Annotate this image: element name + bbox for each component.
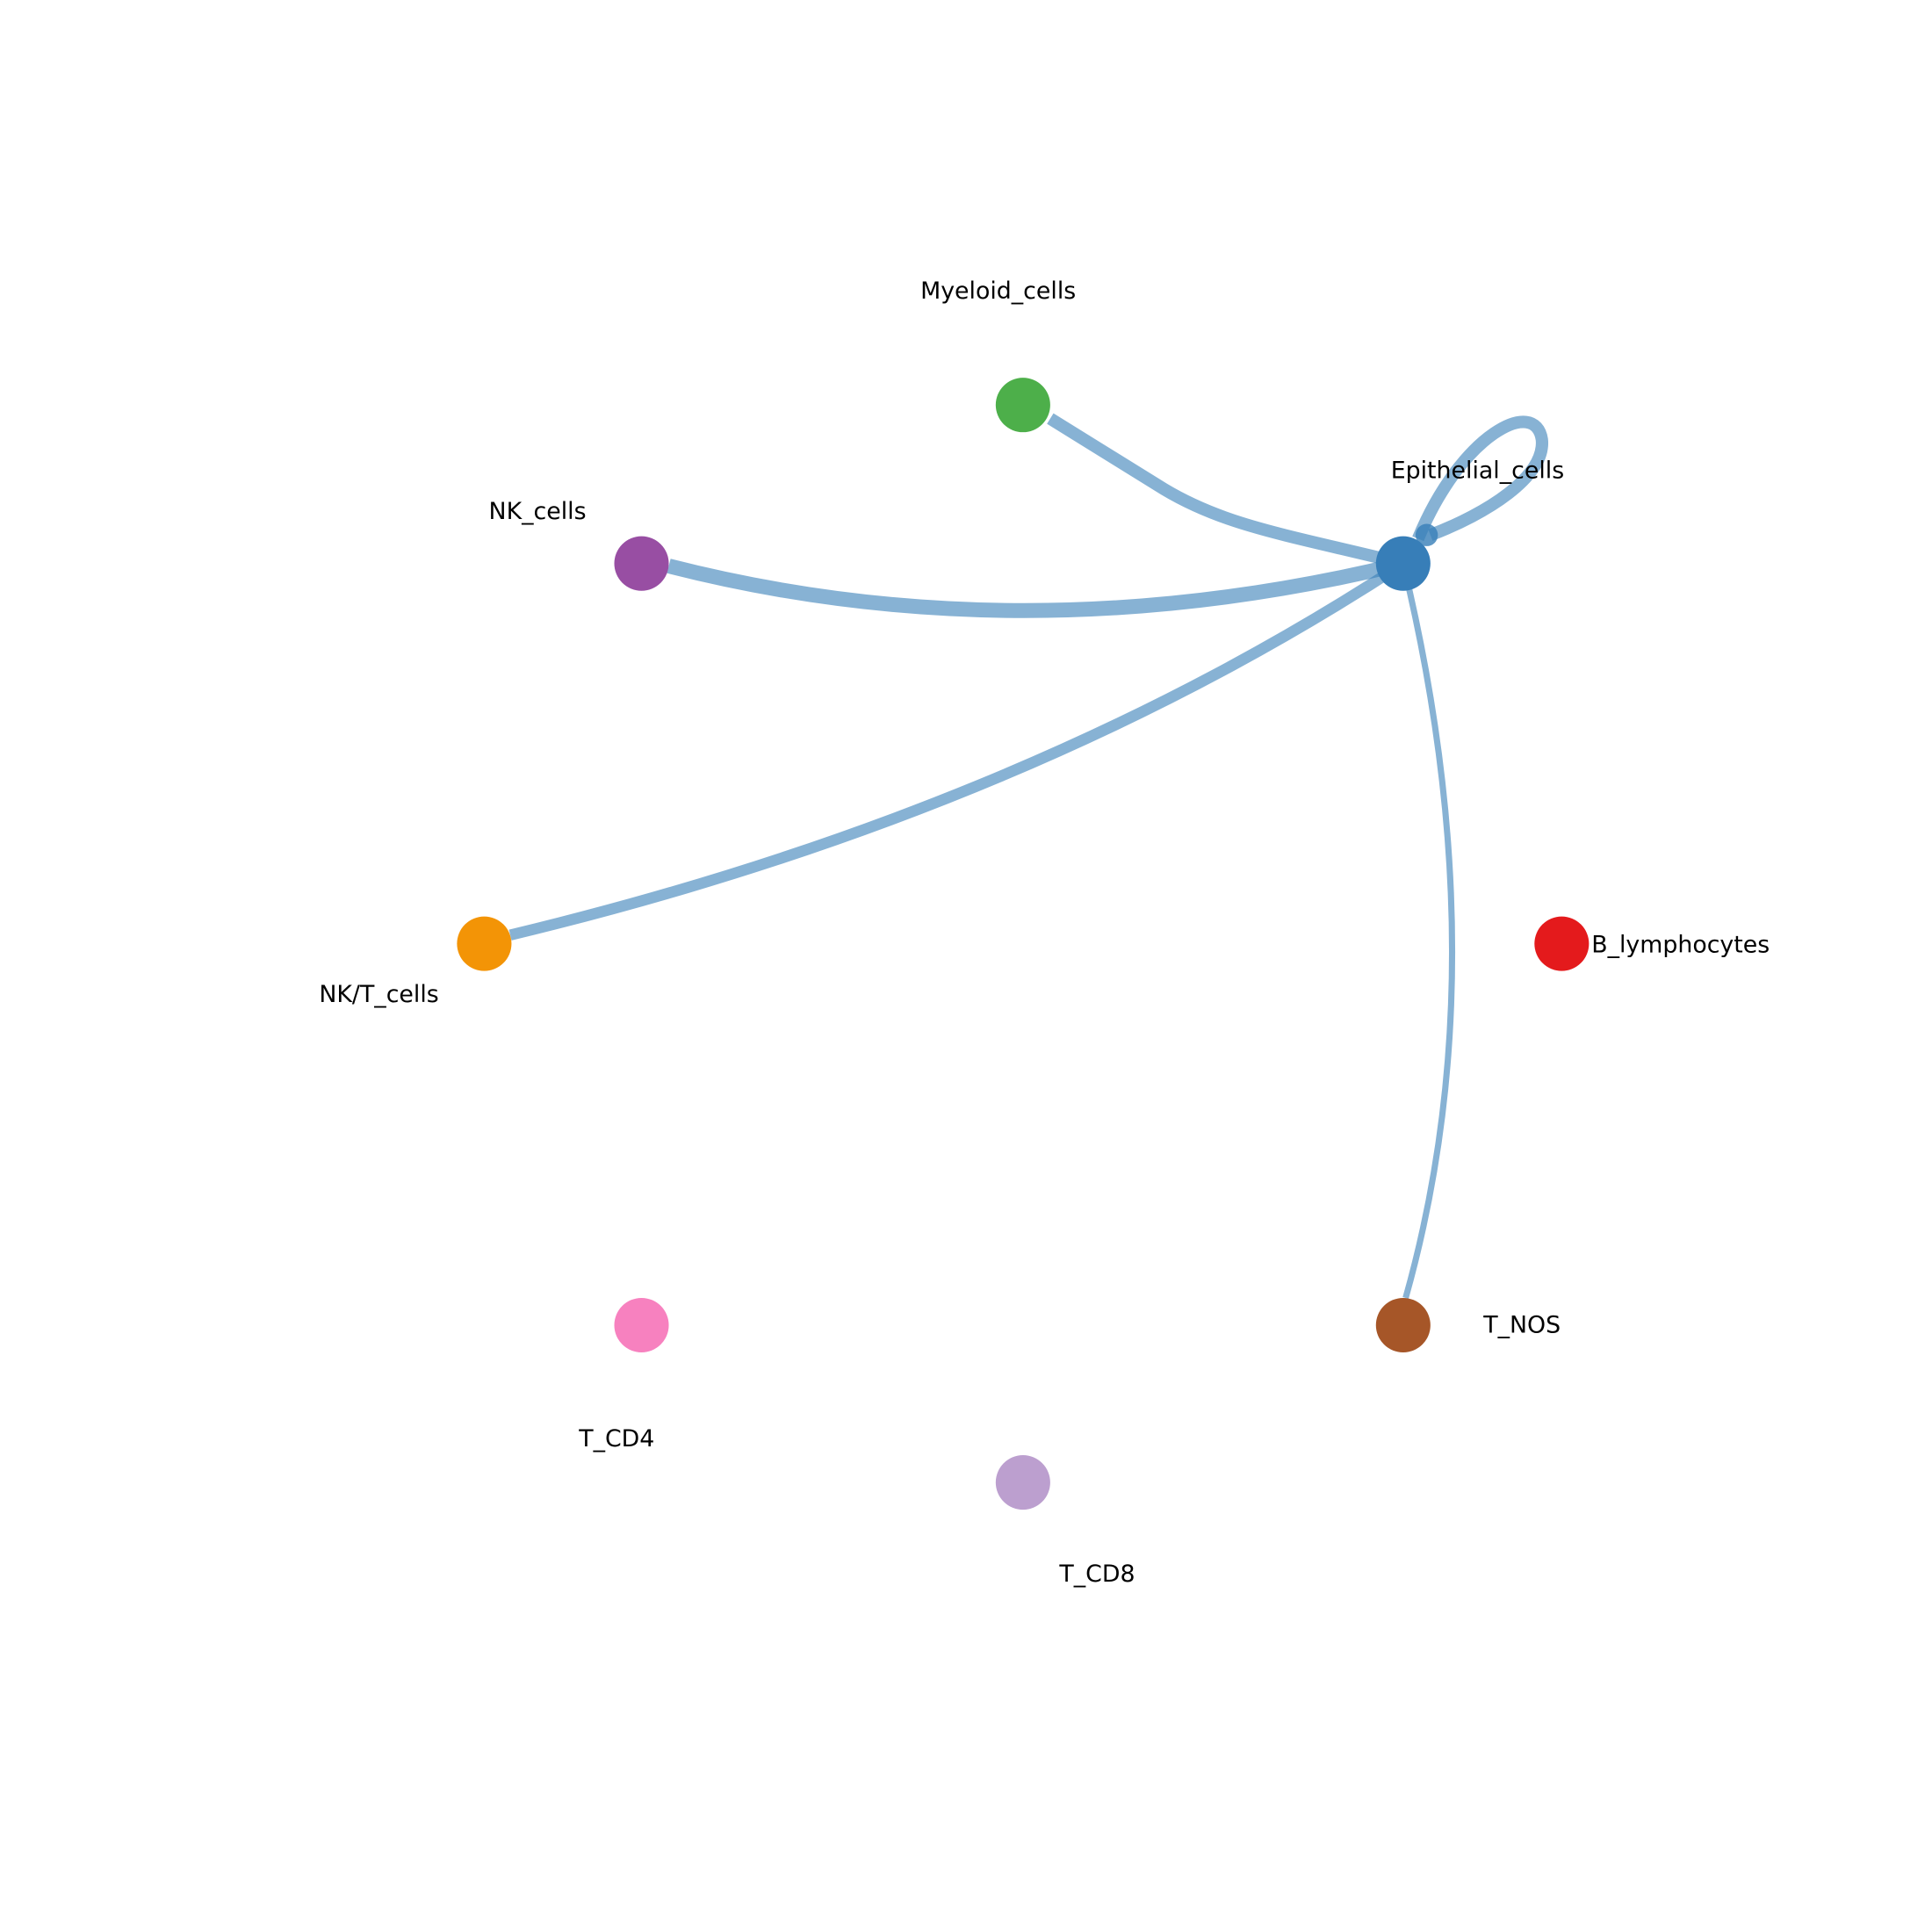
edge-epithelial-cells-to-myeloid-cells bbox=[1047, 413, 1405, 570]
node-t-nos bbox=[1375, 1297, 1431, 1352]
node-label: Epithelial_cells bbox=[1391, 457, 1564, 484]
edge-epithelial-cells-to-t-nos bbox=[1400, 562, 1456, 1299]
edge-epithelial-cells-to-epithelial-cells bbox=[1412, 415, 1548, 542]
node-t-cd4 bbox=[614, 1297, 669, 1352]
node-nk-t-cells bbox=[457, 916, 512, 971]
node-label: T_NOS bbox=[1482, 1311, 1561, 1338]
node-nk-cells bbox=[614, 536, 669, 591]
node-epithelial-cells bbox=[1375, 536, 1431, 591]
node-label: T_CD8 bbox=[1058, 1561, 1135, 1588]
edge-epithelial-cells-to-nk-cells bbox=[667, 556, 1405, 618]
node-label: B_lymphocytes bbox=[1591, 931, 1770, 958]
edge-epithelial-cells-to-nk-t-cells bbox=[508, 559, 1407, 941]
node-myeloid-cells bbox=[995, 378, 1050, 433]
node-label: T_CD4 bbox=[578, 1425, 654, 1453]
node-t-cd8 bbox=[995, 1455, 1050, 1510]
node-b-lymphocytes bbox=[1534, 916, 1590, 971]
node-label: NK/T_cells bbox=[319, 981, 438, 1008]
node-label: Myeloid_cells bbox=[920, 278, 1076, 305]
self-loop-arrowhead bbox=[1415, 523, 1438, 546]
node-label: NK_cells bbox=[489, 498, 587, 525]
